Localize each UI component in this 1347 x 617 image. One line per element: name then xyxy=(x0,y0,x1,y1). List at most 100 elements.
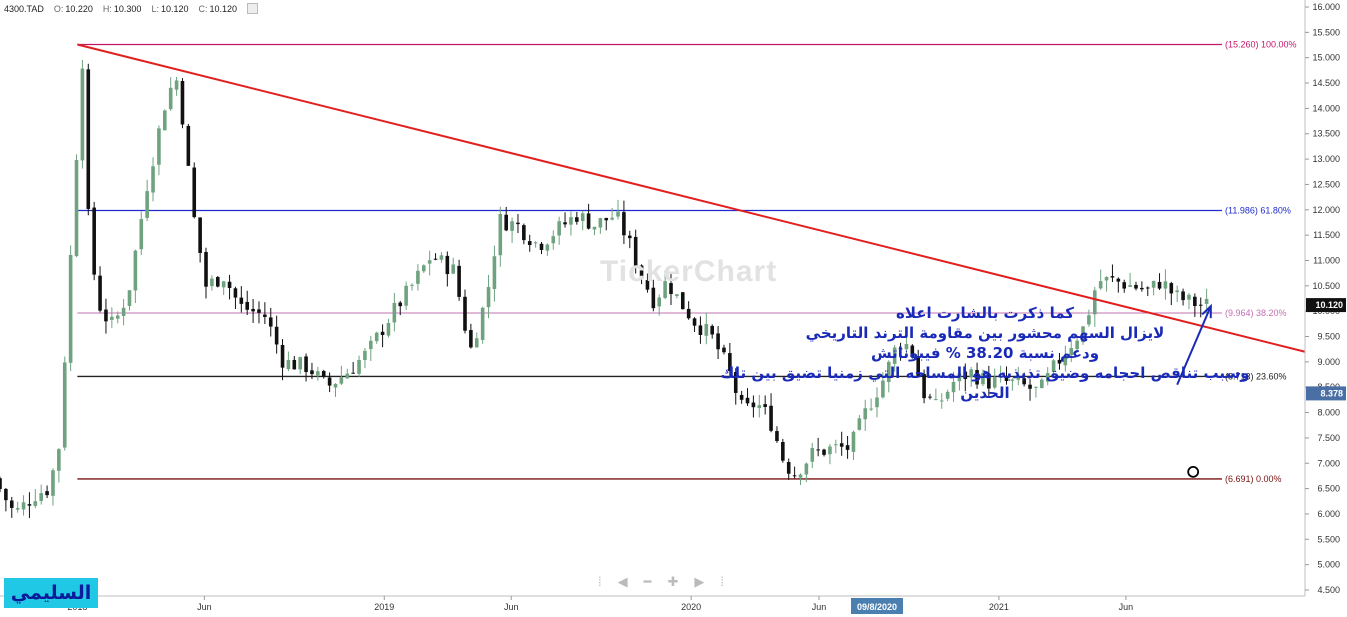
candle-body xyxy=(1151,280,1156,288)
candle-body xyxy=(1104,277,1109,281)
candle-body xyxy=(310,370,314,375)
candle-body xyxy=(786,462,791,474)
bar-left-icon[interactable]: ⁞ xyxy=(598,574,602,589)
y-tick-label: 11.500 xyxy=(1313,230,1340,240)
candle-body xyxy=(263,314,267,317)
arrow-left-icon[interactable]: ◀ xyxy=(617,574,628,589)
candle-body xyxy=(822,449,826,455)
candle-body xyxy=(1028,384,1032,389)
candle-body xyxy=(651,287,656,309)
candle-body xyxy=(504,214,508,231)
candle-body xyxy=(886,361,891,383)
candle-body xyxy=(98,275,102,311)
candle-body xyxy=(369,340,373,350)
candle-body xyxy=(539,243,544,250)
candle-body xyxy=(934,399,938,401)
candle-body xyxy=(922,374,926,399)
candle-body xyxy=(1045,373,1050,382)
candle-body xyxy=(1098,281,1103,289)
candle-body xyxy=(557,221,561,236)
candle-body xyxy=(869,408,873,410)
annotation-line: لايزال السهم محشور بين مقاومة الترند الت… xyxy=(805,324,1165,342)
candle-body xyxy=(104,309,108,322)
x-tick-label: 2020 xyxy=(681,602,701,612)
candle-body xyxy=(1110,276,1115,278)
price-badge xyxy=(1306,386,1346,401)
candle-body xyxy=(68,254,73,363)
settings-box-icon[interactable] xyxy=(247,3,259,14)
candle-body xyxy=(15,508,20,510)
y-tick-label: 13.000 xyxy=(1312,154,1340,164)
candle-body xyxy=(1116,278,1121,282)
candle-body xyxy=(645,280,650,290)
plus-icon[interactable]: ✚ xyxy=(667,574,679,589)
candle-body xyxy=(1057,359,1062,364)
candle-body xyxy=(1198,304,1203,306)
minus-icon[interactable]: ━ xyxy=(643,574,652,589)
candle-body xyxy=(1022,378,1026,385)
candle-body xyxy=(333,383,338,388)
high-key: H: xyxy=(102,3,112,14)
x-tick-label: 2019 xyxy=(374,602,394,612)
candle-body xyxy=(110,316,114,320)
y-tick-label: 11.000 xyxy=(1313,255,1340,265)
candle-body xyxy=(404,285,408,306)
candle-body xyxy=(451,264,456,274)
arrow-right-icon[interactable]: ▶ xyxy=(694,574,705,589)
candle-body xyxy=(133,250,138,291)
candle-body xyxy=(51,470,55,496)
candle-body xyxy=(751,402,756,408)
candle-body xyxy=(781,442,785,461)
candle-body xyxy=(274,326,279,345)
chart-navigator: ⁞ ◀ ━ ✚ ▶ ⁞ xyxy=(598,574,724,590)
candle-body xyxy=(163,110,167,131)
x-tick-label: Jun xyxy=(812,602,827,612)
candle-body xyxy=(533,242,538,244)
candle-body xyxy=(875,397,879,408)
candle-body xyxy=(174,80,179,90)
candle-body xyxy=(210,278,214,287)
candle-body xyxy=(345,373,350,379)
candle-body xyxy=(151,166,155,193)
candle-body xyxy=(951,381,956,393)
candle-body xyxy=(192,167,197,218)
candle-body xyxy=(1010,379,1015,381)
candle-body xyxy=(9,500,14,508)
candle-body xyxy=(669,283,673,295)
candle-body xyxy=(604,217,609,221)
trendline-segment xyxy=(77,43,1306,353)
y-tick-label: 14.000 xyxy=(1312,103,1340,113)
annotation-line: وسبب تناقص احجامه وضيق تذبذبه هو المساحه… xyxy=(720,364,1250,402)
close-key: C: xyxy=(198,3,208,14)
candle-body xyxy=(680,292,685,310)
candle-body xyxy=(74,160,79,257)
candle-body xyxy=(663,281,667,298)
candle-body xyxy=(257,309,261,313)
candle-body xyxy=(498,213,503,256)
time-axis[interactable]: 2018Jun2019Jun2020Jun2021Jun09/8/2020 xyxy=(0,595,1305,614)
bar-right-icon[interactable]: ⁞ xyxy=(720,574,724,589)
candle-body xyxy=(92,207,96,275)
candle-body xyxy=(975,370,979,385)
close-value: 10.120 xyxy=(209,3,238,14)
y-tick-label: 16.000 xyxy=(1312,2,1340,12)
marker-circle-icon xyxy=(1187,465,1200,478)
candle-body xyxy=(1004,377,1009,381)
price-axis[interactable]: 4.500 5.000 5.500 6.000 6.500 7.000 7.500 8.000… xyxy=(1304,0,1346,596)
x-tick-label: Jun xyxy=(197,602,212,612)
y-tick-label: 15.000 xyxy=(1312,53,1340,63)
candle-body xyxy=(792,475,797,477)
candle-body xyxy=(357,359,361,374)
candle-body xyxy=(945,391,950,399)
author-badge: السليمي xyxy=(4,578,98,608)
candle-body xyxy=(280,344,285,368)
fib-label: (8.713) 23.60% xyxy=(1225,371,1287,381)
fib-label: (15.260) 100.00% xyxy=(1225,40,1297,50)
fib-label: (6.691) 0.00% xyxy=(1225,474,1282,484)
candle-body xyxy=(180,81,185,125)
candle-body xyxy=(1069,348,1074,356)
y-tick-label: 9.000 xyxy=(1317,357,1340,367)
candle-body xyxy=(480,307,485,340)
y-tick-label: 15.500 xyxy=(1312,27,1340,37)
